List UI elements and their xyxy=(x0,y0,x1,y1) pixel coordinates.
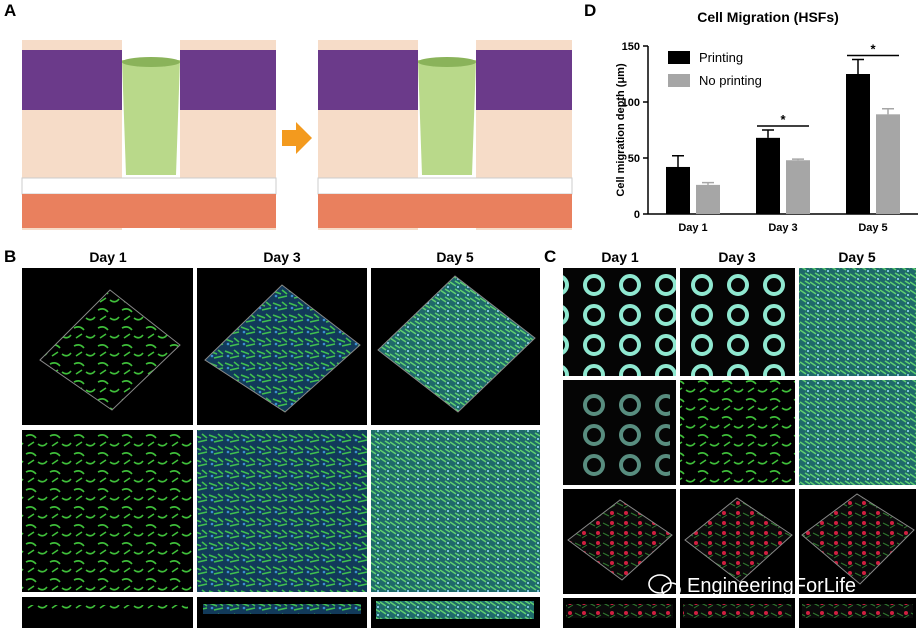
x-tick-label: Day 5 xyxy=(858,222,887,234)
bar-chart: Cell Migration (HSFs) Cell migration dep… xyxy=(615,9,918,234)
chart-title: Cell Migration (HSFs) xyxy=(697,9,839,25)
column-header: Day 3 xyxy=(263,249,301,265)
column-header: Day 5 xyxy=(436,249,474,265)
x-tick-label: Day 1 xyxy=(678,222,707,234)
error-bar xyxy=(852,58,864,74)
column-header: Day 1 xyxy=(89,249,127,265)
y-tick-label: 150 xyxy=(622,41,640,53)
micrographs-b xyxy=(22,268,540,628)
bar xyxy=(696,184,720,214)
legend-label: No printing xyxy=(699,73,762,88)
bar xyxy=(666,166,690,214)
error-bar xyxy=(672,155,684,167)
error-bar xyxy=(882,107,894,115)
legend-swatch xyxy=(668,74,690,87)
significance-star: * xyxy=(870,41,876,56)
legend-swatch xyxy=(668,51,690,64)
skin-illustration xyxy=(21,40,573,230)
y-tick-label: 0 xyxy=(634,209,640,221)
bar xyxy=(786,160,810,214)
watermark: EngineeringForLife xyxy=(648,574,856,598)
legend-label: Printing xyxy=(699,50,743,65)
error-bar xyxy=(702,181,714,185)
x-tick-label: Day 3 xyxy=(768,222,797,234)
error-bar xyxy=(762,129,774,138)
bar xyxy=(876,114,900,214)
watermark-text: EngineeringForLife xyxy=(687,575,856,597)
bar xyxy=(756,137,780,214)
bar xyxy=(846,74,870,214)
column-header: Day 5 xyxy=(838,249,876,265)
error-bar xyxy=(792,158,804,161)
panel-label: B xyxy=(4,247,16,266)
panel-label: C xyxy=(544,247,556,266)
y-tick-label: 100 xyxy=(622,97,640,109)
column-header: Day 3 xyxy=(718,249,756,265)
micrographs-c xyxy=(563,268,916,628)
panel-label: A xyxy=(4,1,16,20)
y-axis-label: Cell migration depth (μm) xyxy=(615,63,627,197)
significance-star: * xyxy=(780,112,786,127)
column-header: Day 1 xyxy=(601,249,639,265)
y-tick-label: 50 xyxy=(628,153,640,165)
panel-label: D xyxy=(584,1,596,20)
